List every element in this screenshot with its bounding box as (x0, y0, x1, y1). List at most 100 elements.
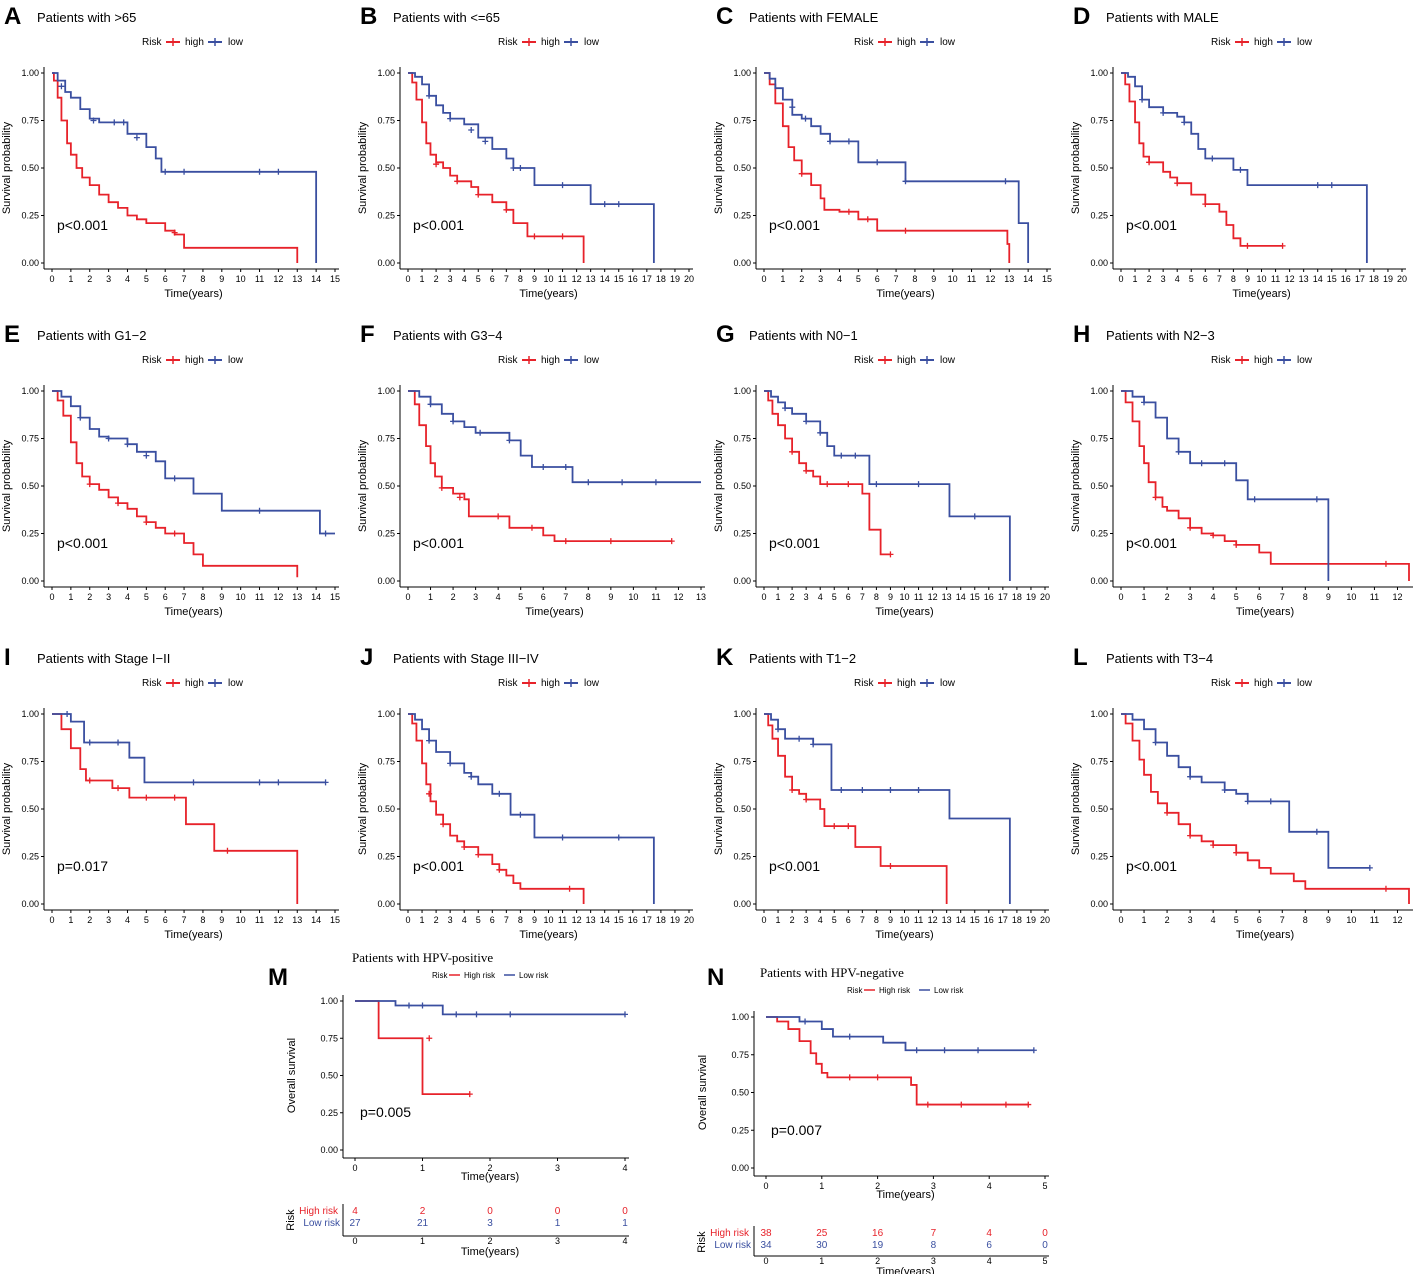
censor-mark-low (275, 168, 282, 175)
censor-mark-low (64, 711, 71, 717)
p-value: p<0.001 (1126, 535, 1177, 551)
x-tick-label: 6 (163, 915, 168, 925)
panel-label: M (268, 964, 288, 991)
y-tick-label: 0.25 (1090, 211, 1108, 221)
y-tick-label: 0.25 (733, 852, 751, 862)
x-tick-label: 16 (628, 274, 638, 284)
x-tick-label: 1 (420, 274, 425, 284)
censor-mark-high (143, 519, 150, 526)
risk-table-tick-label: 3 (555, 1236, 560, 1246)
x-tick-label: 5 (144, 274, 149, 284)
censor-mark-high (566, 885, 573, 892)
risk-table-tick-label: 0 (763, 1256, 768, 1266)
x-tick-label: 9 (219, 274, 224, 284)
p-value: p<0.001 (1126, 217, 1177, 233)
legend-label-low: low (228, 37, 244, 48)
risk-table-count: 4 (986, 1228, 992, 1239)
censor-mark-low (256, 779, 263, 786)
panel-label: G (716, 321, 735, 348)
censor-mark-high (143, 794, 150, 801)
x-tick-label: 12 (273, 915, 283, 925)
x-tick-label: 7 (1217, 274, 1222, 284)
x-tick-label: 13 (292, 592, 302, 602)
x-tick-label: 14 (956, 915, 966, 925)
censor-mark-high (1210, 532, 1217, 539)
x-tick-label: 0 (1118, 592, 1123, 602)
x-tick-label: 13 (292, 915, 302, 925)
risk-table-count: 0 (555, 1206, 561, 1217)
x-tick-label: 7 (504, 915, 509, 925)
x-tick-label: 4 (1211, 915, 1216, 925)
legend-label-high: high (185, 355, 204, 366)
x-tick-label: 12 (928, 592, 938, 602)
censor-mark-high (803, 796, 810, 803)
x-tick-label: 2 (87, 274, 92, 284)
p-value: p<0.001 (769, 858, 820, 874)
censor-mark-low (111, 119, 118, 126)
censor-mark-high (171, 794, 178, 801)
censor-mark-low (802, 1018, 809, 1025)
x-tick-label: 14 (600, 915, 610, 925)
p-value: p=0.005 (360, 1104, 411, 1120)
survival-curve-low (355, 1000, 625, 1016)
x-tick-label: 5 (518, 592, 523, 602)
censor-mark-high (440, 821, 447, 828)
x-tick-label: 8 (912, 274, 917, 284)
censor-mark-high (1002, 1101, 1009, 1108)
censor-mark-high (1233, 849, 1240, 856)
x-tick-label: 5 (1189, 274, 1194, 284)
y-tick-label: 1.00 (1090, 709, 1108, 719)
x-tick-label: 11 (967, 274, 976, 284)
x-tick-label: 8 (874, 592, 879, 602)
x-tick-label: 18 (1369, 274, 1379, 284)
x-tick-label: 3 (106, 915, 111, 925)
censor-mark-high (171, 229, 178, 236)
x-tick-label: 11 (558, 274, 567, 284)
x-tick-label: 14 (1023, 274, 1033, 284)
y-tick-label: 0.25 (731, 1125, 749, 1135)
x-axis-label: Time(years) (1232, 288, 1290, 300)
x-tick-label: 5 (1234, 915, 1239, 925)
censor-mark-high (845, 481, 852, 488)
survival-curve-high (52, 713, 299, 904)
x-tick-label: 11 (651, 592, 660, 602)
panel-label: A (4, 3, 21, 30)
panel-title: Patients with Stage I−II (37, 651, 170, 666)
censor-mark-low (1313, 828, 1320, 835)
x-tick-label: 10 (1256, 274, 1266, 284)
x-tick-label: 16 (984, 592, 994, 602)
x-tick-label: 7 (860, 915, 865, 925)
x-tick-label: 12 (273, 274, 283, 284)
x-tick-label: 6 (1257, 915, 1262, 925)
y-tick-label: 1.00 (21, 709, 39, 719)
x-tick-label: 9 (532, 274, 537, 284)
x-tick-label: 7 (563, 592, 568, 602)
y-tick-label: 0.75 (733, 116, 751, 126)
censor-mark-low (447, 115, 454, 122)
y-axis-label: Survival probability (1070, 762, 1082, 855)
x-tick-label: 1 (780, 274, 785, 284)
x-tick-label: 15 (330, 592, 340, 602)
x-tick-label: 4 (818, 915, 823, 925)
x-tick-label: 6 (490, 274, 495, 284)
y-axis-label: Overall survival (697, 1055, 709, 1130)
survival-curve-high (408, 390, 672, 542)
x-tick-label: 4 (462, 274, 467, 284)
x-tick-label: 17 (1355, 274, 1365, 284)
survival-curve-low (764, 713, 1011, 904)
censor-mark-high (1152, 494, 1159, 501)
x-tick-label: 6 (541, 592, 546, 602)
censor-mark-high (528, 524, 535, 531)
y-tick-label: 0.50 (21, 481, 39, 491)
censor-mark-low (1267, 798, 1274, 805)
censor-mark-high (559, 233, 566, 240)
y-tick-label: 1.00 (733, 709, 751, 719)
censor-mark-low (902, 178, 909, 185)
y-tick-label: 0.50 (377, 804, 395, 814)
legend-label-low: low (584, 678, 600, 689)
x-tick-label: 3 (1161, 274, 1166, 284)
censor-mark-low (652, 479, 659, 486)
censor-mark-low (1314, 182, 1321, 189)
km-panel-f: F Patients with G3−4 Risk high low Time(years… (357, 321, 706, 618)
censor-mark-low (782, 405, 789, 412)
